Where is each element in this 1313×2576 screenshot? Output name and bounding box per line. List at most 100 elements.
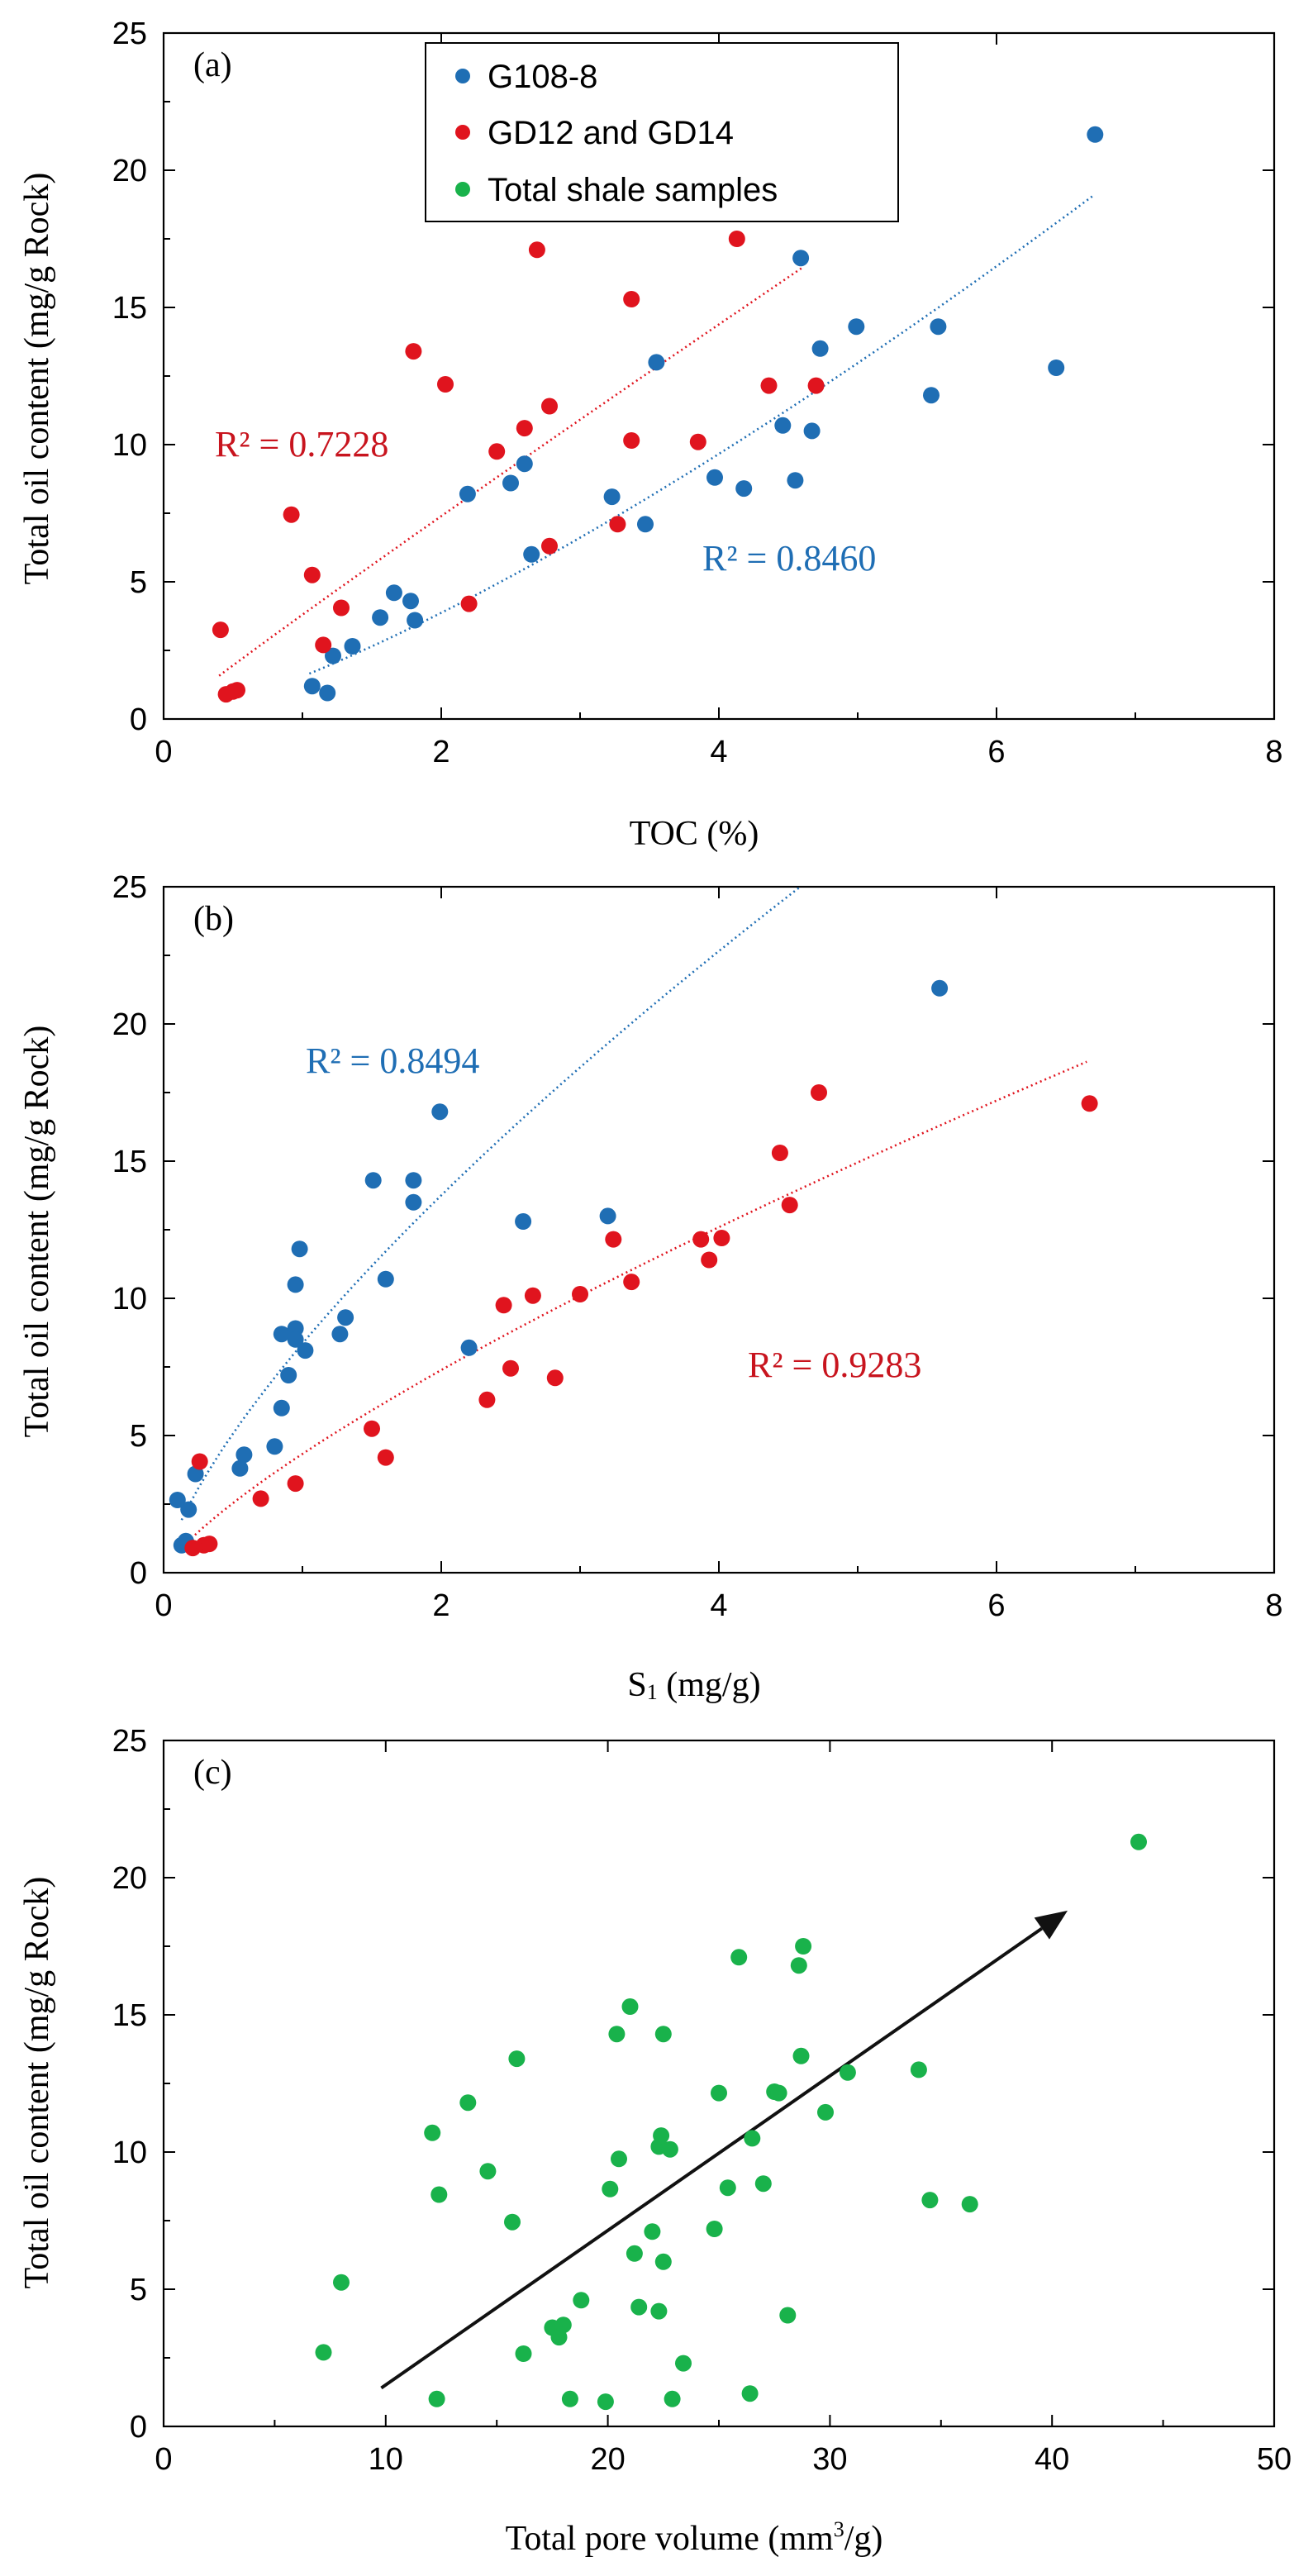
trendline-blue [180, 887, 802, 1521]
x-tick-label: 6 [987, 735, 1005, 769]
data-point-blue [287, 1331, 304, 1348]
data-point-red [689, 433, 706, 450]
data-point-blue [187, 1465, 204, 1483]
data-point-red [502, 1359, 519, 1377]
y-tick-label: 0 [130, 702, 147, 737]
data-point-red [524, 1287, 541, 1304]
data-point-blue [377, 1270, 394, 1288]
data-point-green [508, 2050, 526, 2068]
data-point-blue [930, 318, 947, 336]
data-point-green [790, 1957, 807, 1974]
data-point-blue [405, 1172, 422, 1189]
y-axis-label-b: Total oil content (mg/g Rock) [18, 1026, 56, 1438]
data-point-blue [1048, 359, 1065, 376]
x-tick-label: 0 [155, 1588, 172, 1623]
data-point-green [626, 2245, 643, 2262]
trend-arrow-head [1034, 1910, 1068, 1940]
data-point-blue [405, 1193, 422, 1211]
data-point-blue [735, 480, 753, 498]
data-point-red [528, 241, 545, 259]
data-point-red [811, 1084, 827, 1101]
data-point-blue [811, 340, 829, 357]
data-point-green [839, 2064, 856, 2081]
y-tick-label: 0 [130, 1556, 147, 1591]
plot-layer-0: 0 2 4 6 8 0 5 10 15 20 25 [112, 17, 1283, 769]
data-point-blue [774, 417, 792, 434]
data-point-red [303, 566, 321, 583]
plot-layer-1: 0 2 4 6 8 0 5 10 15 20 25 [112, 870, 1283, 1623]
panel-c-chart: 0 10 20 30 40 50 0 5 10 15 20 25 (c) Total pore vol… [18, 1724, 1292, 2558]
data-point-blue [402, 593, 419, 610]
data-point-blue [319, 684, 336, 702]
data-point-blue [385, 584, 402, 602]
data-point-red [191, 1453, 208, 1470]
x-tick-label: 0 [155, 735, 172, 769]
data-point-green [479, 2163, 497, 2180]
data-point-red [760, 377, 778, 394]
data-point-red [364, 1420, 380, 1437]
x-tick-label: 4 [710, 735, 727, 769]
data-point-green [706, 2221, 723, 2237]
data-point-blue [502, 474, 519, 492]
data-point-blue [516, 455, 533, 473]
data-point-green [711, 2084, 727, 2102]
data-point-red [546, 1369, 564, 1387]
data-point-blue [515, 1213, 532, 1230]
data-point-green [817, 2103, 834, 2121]
trendline-red [218, 266, 803, 677]
data-point-blue [792, 250, 810, 267]
x-tick-label: 4 [710, 1588, 727, 1623]
y-axis-label-c: Total oil content (mg/g Rock) [18, 1877, 56, 2289]
legend: G108-8 GD12 and GD14 Total shale samples [425, 42, 899, 222]
data-point-red [377, 1449, 394, 1466]
data-point-green [573, 2292, 590, 2309]
data-point-blue [169, 1492, 186, 1508]
data-point-blue [706, 469, 723, 486]
data-point-green [431, 2186, 448, 2203]
r2-label-gd12-gd14-a: R² = 0.7228 [215, 424, 388, 464]
y-tick-label: 5 [130, 2273, 147, 2307]
data-point-blue [273, 1326, 290, 1343]
data-point-blue [599, 1207, 616, 1225]
panel-c-tag: (c) [193, 1754, 232, 1792]
y-tick-label: 0 [130, 2410, 147, 2445]
legend-marker-gd12-gd14 [455, 125, 470, 140]
r2-label-g108-8-b: R² = 0.8494 [306, 1040, 479, 1081]
data-point-red [728, 231, 745, 247]
data-point-green [315, 2344, 332, 2361]
y-tick-label: 25 [112, 17, 147, 51]
data-point-blue [523, 545, 540, 563]
data-point-green [921, 2192, 939, 2209]
data-point-green [644, 2223, 661, 2240]
data-point-blue [235, 1446, 253, 1464]
data-point-red [701, 1251, 718, 1269]
panel-b-chart: 0 2 4 6 8 0 5 10 15 20 25 (b) R² = 0.8494 R² = 0.9… [18, 870, 1283, 1704]
data-point-green [661, 2140, 678, 2158]
data-point-red [201, 1536, 218, 1553]
data-point-green [770, 2084, 787, 2102]
data-point-blue [931, 979, 949, 997]
data-point-red [333, 599, 350, 617]
data-point-red [1081, 1095, 1098, 1112]
data-point-blue [297, 1342, 314, 1359]
y-tick-label: 5 [130, 565, 147, 600]
data-point-red [623, 432, 640, 449]
data-point-red [605, 1231, 622, 1248]
x-tick-label: 50 [1257, 2442, 1292, 2477]
x-tick-label: 8 [1265, 735, 1282, 769]
y-tick-label: 10 [112, 428, 147, 463]
data-point-green [779, 2307, 797, 2324]
data-point-red [405, 343, 422, 360]
data-point-green [1130, 1833, 1147, 1850]
data-point-red [212, 621, 229, 639]
y-tick-label: 5 [130, 1419, 147, 1454]
y-tick-label: 15 [112, 1145, 147, 1179]
x-tick-label: 0 [155, 2442, 172, 2477]
data-point-red [541, 398, 558, 415]
data-point-blue [273, 1399, 290, 1417]
data-point-blue [180, 1501, 197, 1518]
data-point-red [229, 682, 245, 699]
data-point-green [654, 2253, 672, 2270]
plot-frame [162, 1739, 1276, 2428]
data-point-red [623, 291, 640, 307]
